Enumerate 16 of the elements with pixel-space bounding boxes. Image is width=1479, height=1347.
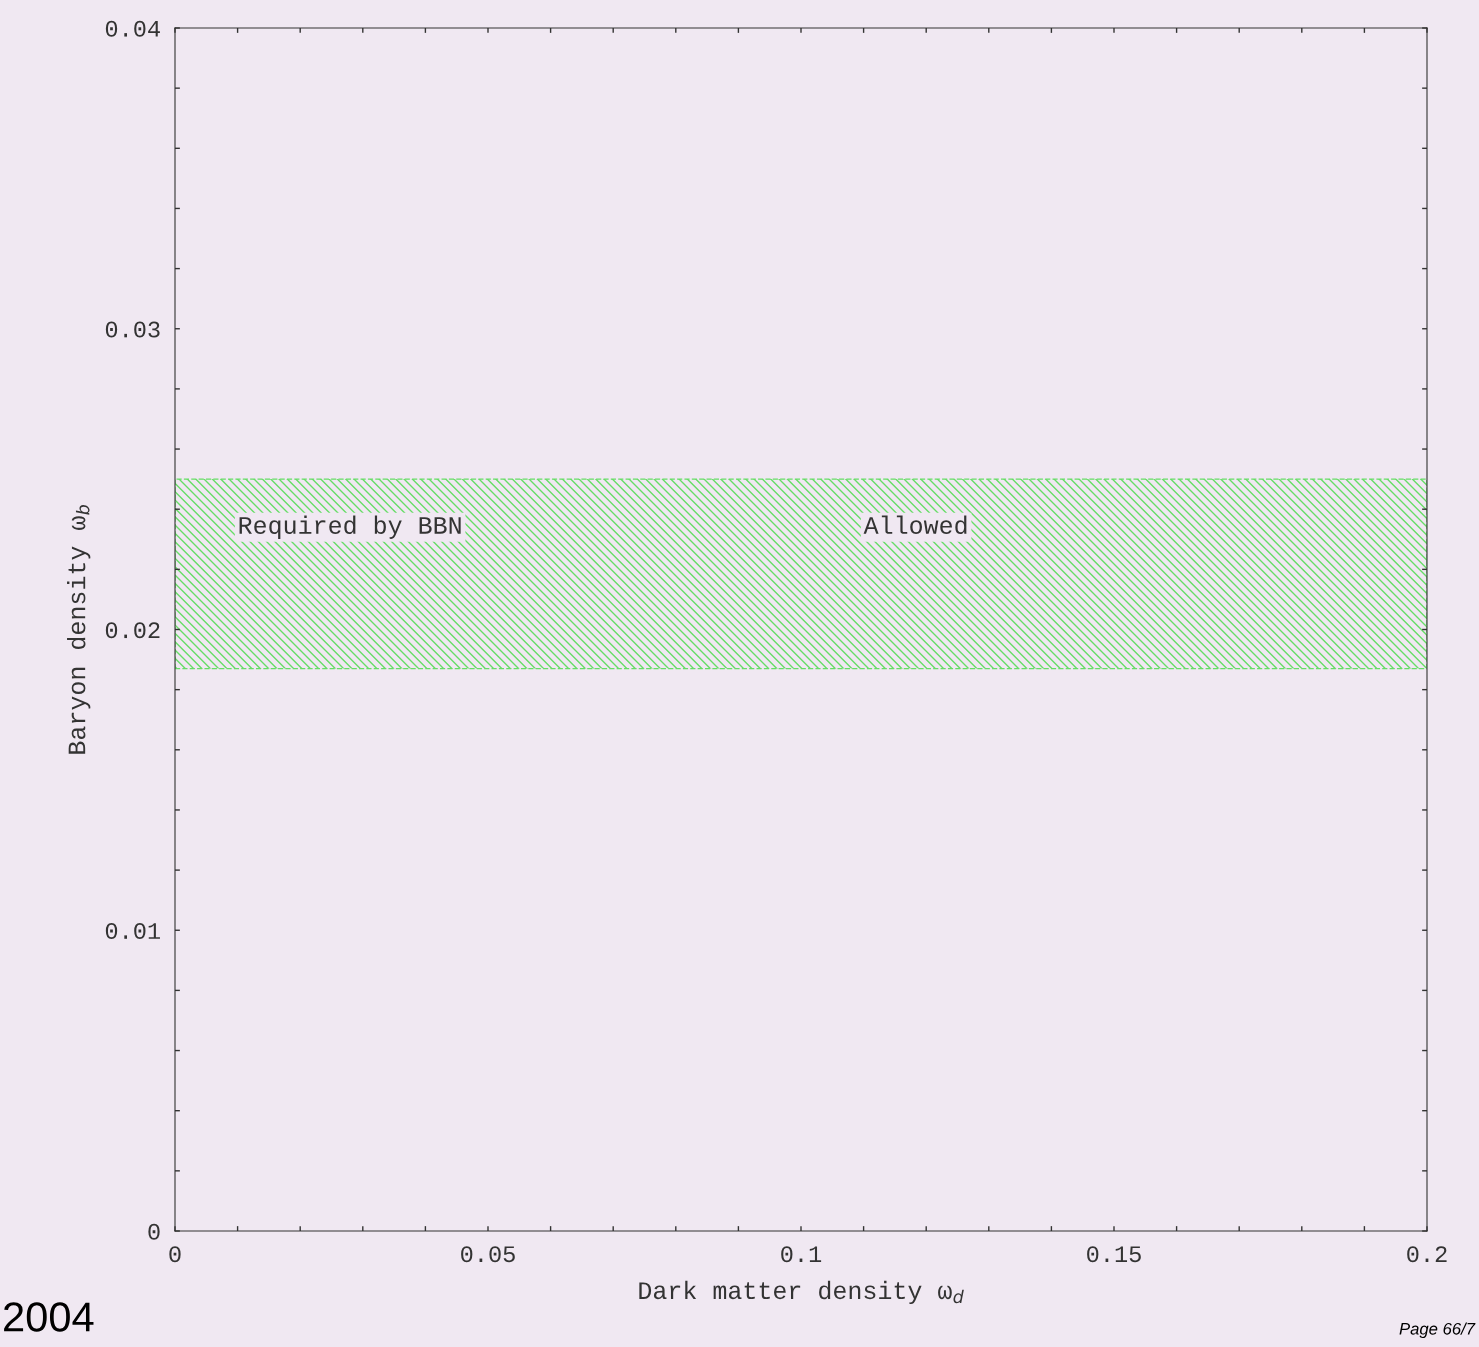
x-tick-label: 0.05 <box>461 1246 515 1263</box>
y-tick-label: 0.02 <box>105 622 160 639</box>
x-tick-label: 0.2 <box>1407 1246 1447 1263</box>
annotation: Allowed <box>863 515 967 535</box>
y-tick-label: 0.04 <box>105 20 160 37</box>
x-tick-label: 0.1 <box>781 1246 822 1263</box>
annotation: Required by BBN <box>239 515 461 539</box>
x-tick-label: 0.15 <box>1087 1246 1141 1263</box>
x-axis-title: Dark matter density ω$_{d}$ <box>639 1280 964 1305</box>
y-axis-title: Baryon density ω$_{b}$ <box>67 505 91 754</box>
x-tick-label: 0 <box>169 1246 181 1263</box>
y-tick-label: 0 <box>148 1223 160 1240</box>
y-tick-label: 0.03 <box>105 321 160 338</box>
text: Page 66/7 <box>1399 1322 1476 1338</box>
text: 2004 <box>4 1302 94 1332</box>
y-tick-label: 0.01 <box>105 923 160 940</box>
